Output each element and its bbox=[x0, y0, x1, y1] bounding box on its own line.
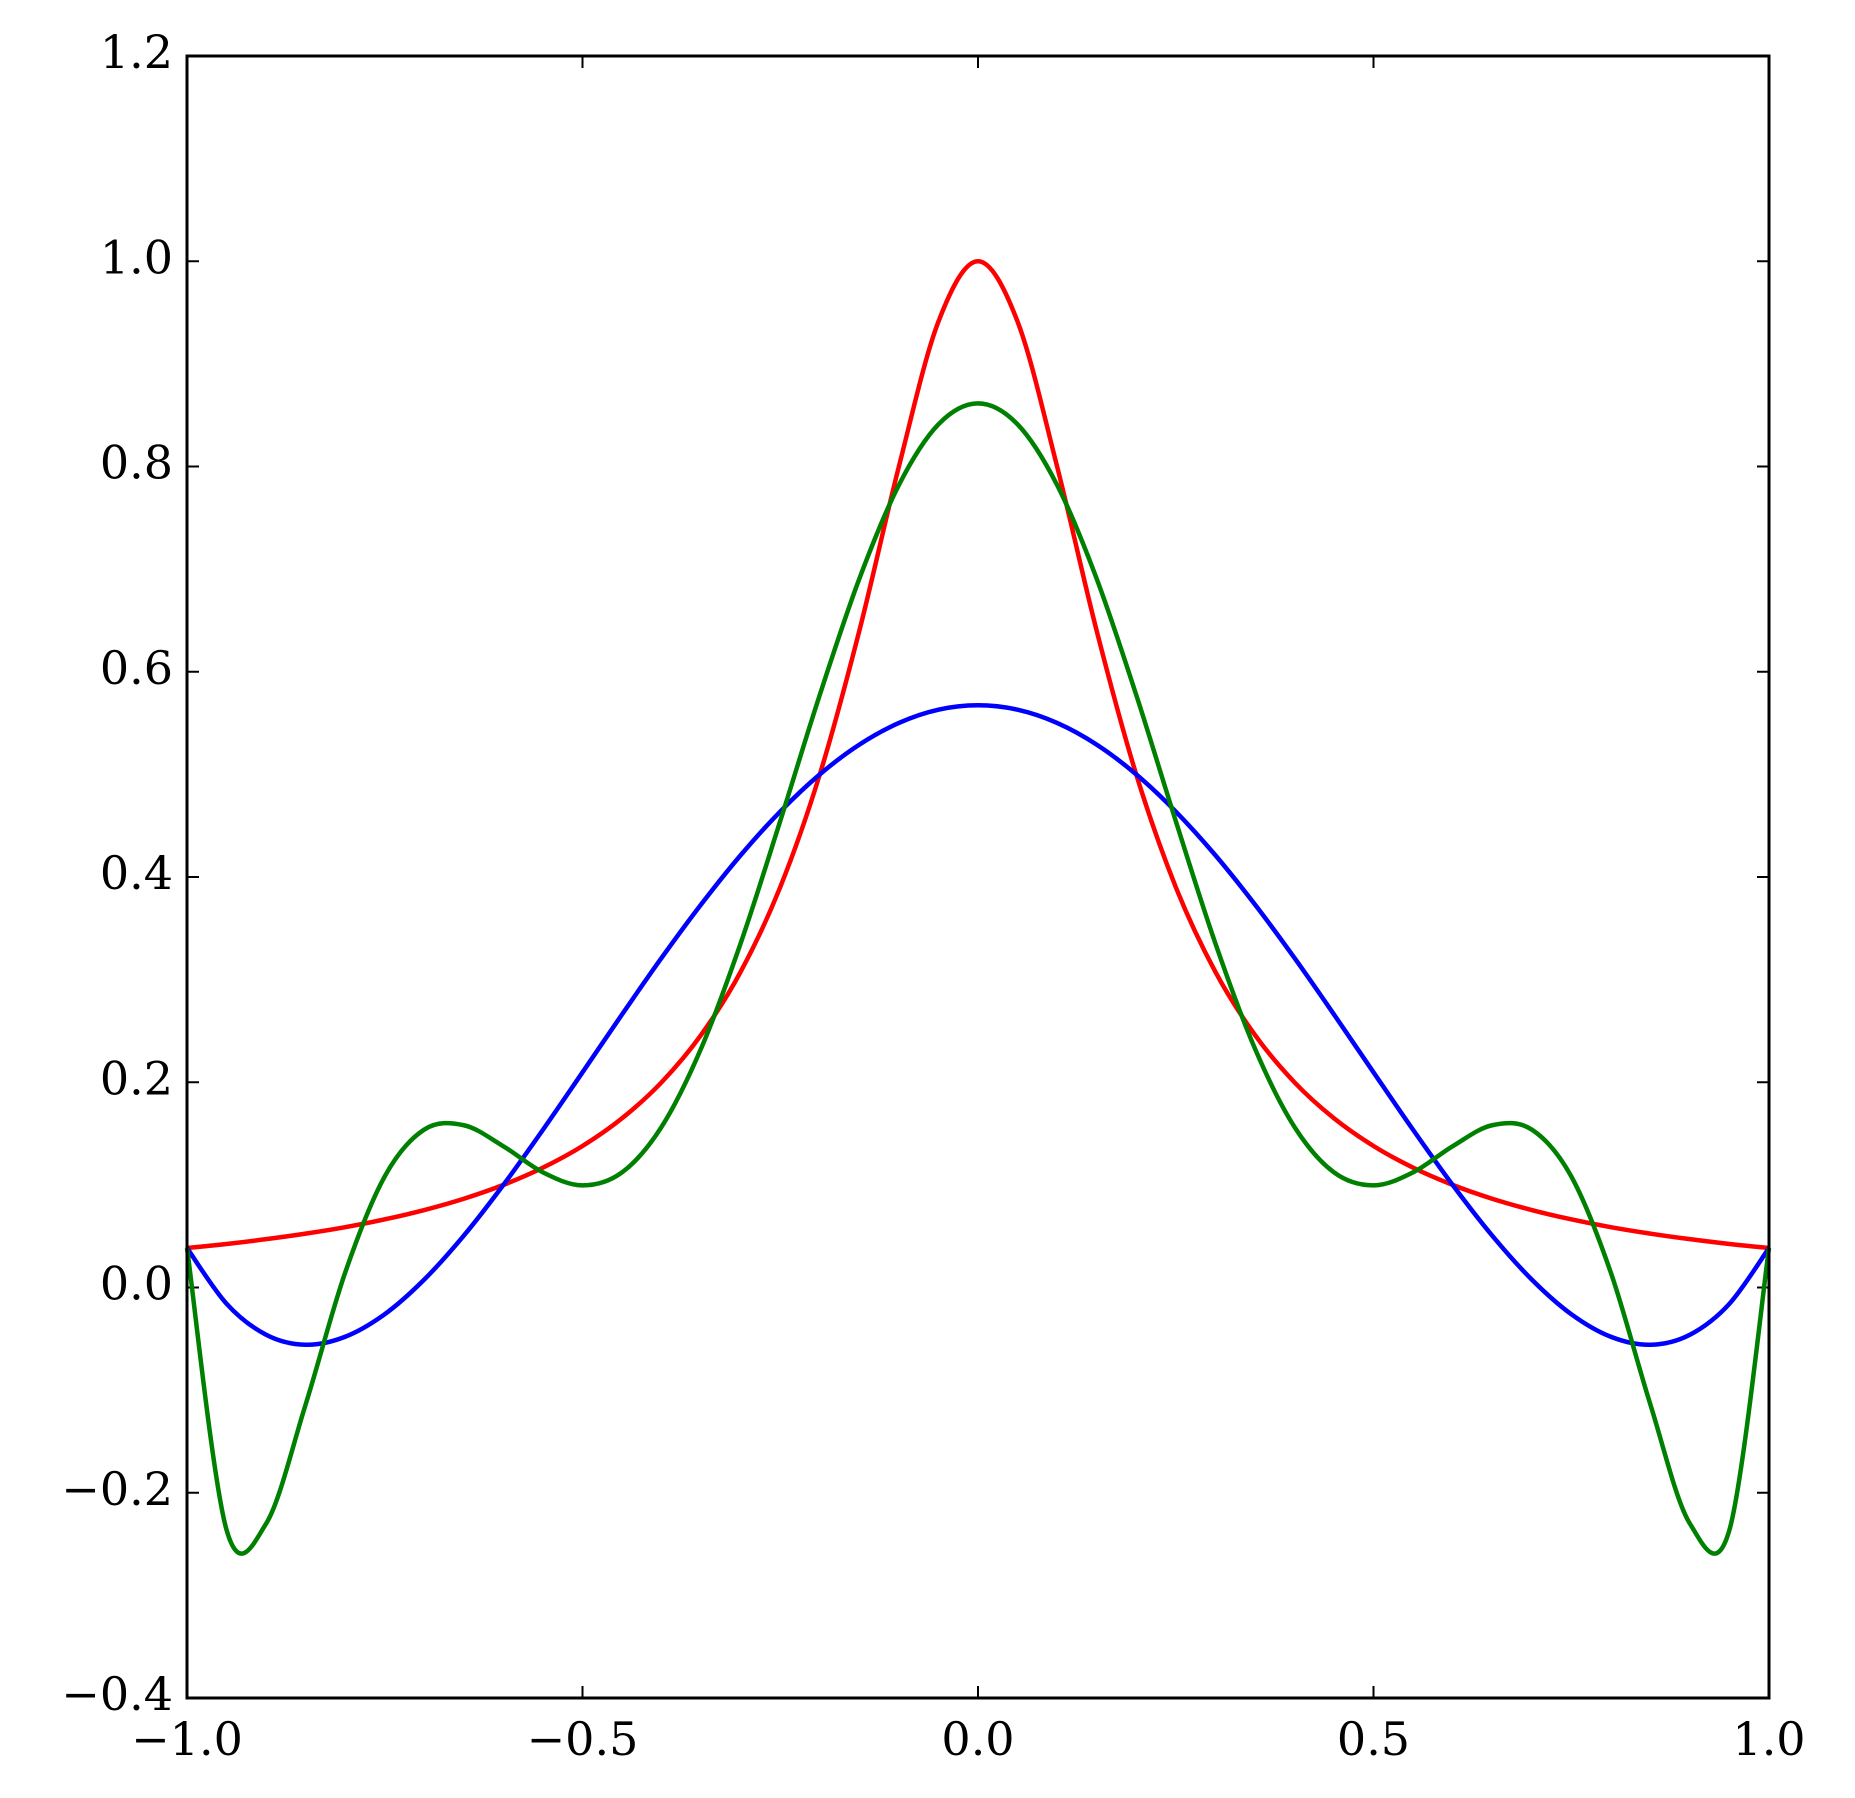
y-tick-label: −0.4 bbox=[61, 1667, 173, 1721]
x-tick-label: 0.0 bbox=[941, 1712, 1014, 1766]
y-tick-label: 0.8 bbox=[100, 436, 173, 490]
line bbox=[184, 401, 1772, 1556]
y-tick-label: 0.0 bbox=[100, 1257, 173, 1311]
y-tick-label: 1.0 bbox=[100, 230, 173, 284]
y-tick-label: −0.2 bbox=[61, 1462, 173, 1516]
x-tick-label: 1.0 bbox=[1732, 1712, 1805, 1766]
x-tick-label: −1.0 bbox=[131, 1712, 243, 1766]
line bbox=[185, 703, 1771, 1348]
x-tick-label: 0.5 bbox=[1337, 1712, 1410, 1766]
y-tick-label: 1.2 bbox=[100, 25, 173, 79]
plot-frame bbox=[185, 54, 1771, 1700]
y-tick-label: 0.6 bbox=[100, 641, 173, 695]
y-tick-label: 0.2 bbox=[100, 1051, 173, 1105]
y-tick-label: 0.4 bbox=[100, 846, 173, 900]
x-tick-label: −0.5 bbox=[527, 1712, 639, 1766]
line bbox=[186, 258, 1770, 1251]
